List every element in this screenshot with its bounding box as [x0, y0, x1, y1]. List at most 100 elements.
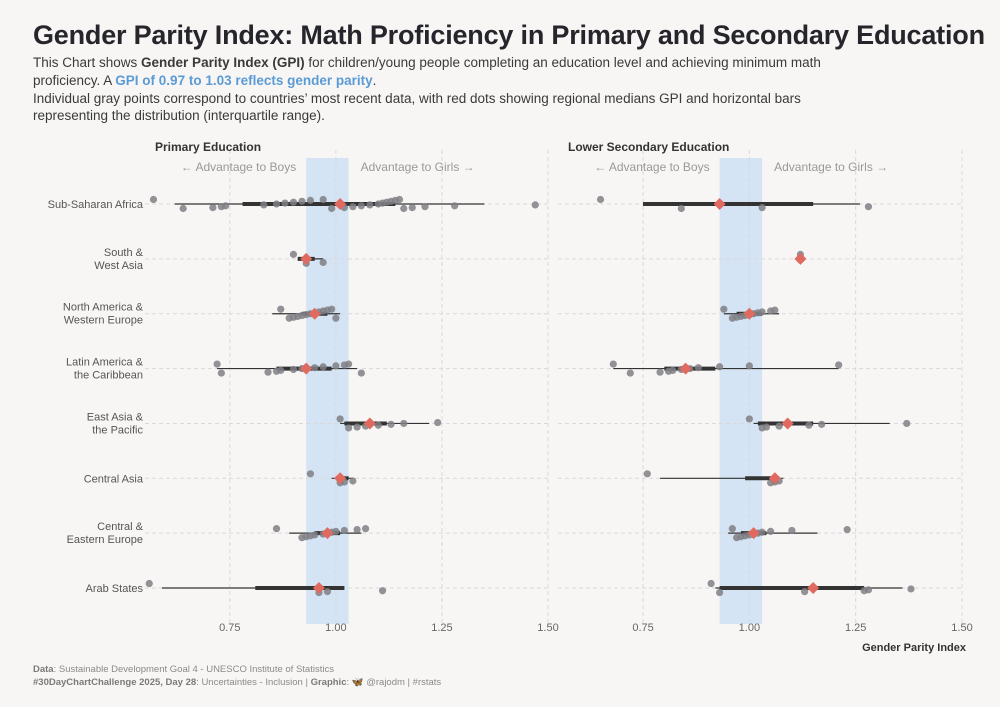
parity-band [306, 158, 349, 624]
median-marker-east-asia-and-the-pacific [363, 417, 376, 430]
country-point-sub-saharan-africa [149, 195, 158, 204]
panel-title: Lower Secondary Education [568, 140, 729, 154]
country-point-north-america-and-western-europe [720, 305, 728, 313]
region-label: Sub-Saharan Africa [48, 199, 144, 211]
country-point-arab-states [707, 579, 715, 588]
country-point-sub-saharan-africa [289, 198, 298, 206]
advantage-boys-label: ← Advantage to Boys [181, 160, 296, 174]
region-label: Central Asia [84, 473, 144, 485]
footer-tag: #30DayChartChallenge 2025, Day 28 [33, 677, 197, 688]
country-point-east-asia-and-the-pacific [434, 418, 442, 427]
country-point-central-and-eastern-europe [340, 526, 348, 535]
country-point-latin-america-and-the-caribbean [609, 360, 617, 368]
country-point-sub-saharan-africa [366, 201, 374, 209]
x-tick-label: 1.00 [325, 622, 346, 634]
country-point-latin-america-and-the-caribbean [264, 368, 272, 376]
median-marker-central-and-eastern-europe [747, 527, 760, 540]
country-point-sub-saharan-africa [349, 203, 357, 211]
country-point-latin-america-and-the-caribbean [656, 368, 664, 376]
country-point-central-and-eastern-europe [272, 525, 281, 533]
region-label: Latin America & [66, 357, 144, 369]
country-point-sub-saharan-africa [758, 204, 766, 212]
country-point-sub-saharan-africa [306, 196, 315, 204]
country-point-sub-saharan-africa [179, 204, 187, 213]
panel-title: Primary Education [155, 140, 261, 154]
subtitle-text: . [372, 73, 377, 88]
region-label: the Pacific [92, 424, 143, 436]
country-point-north-america-and-western-europe [771, 306, 779, 314]
subtitle-text: This Chart shows [33, 55, 142, 70]
country-point-east-asia-and-the-pacific [400, 419, 408, 428]
country-point-central-asia [643, 470, 651, 478]
x-tick-label: 0.75 [219, 622, 240, 634]
region-label: Central & [97, 521, 144, 533]
country-point-east-asia-and-the-pacific [345, 424, 353, 432]
country-point-sub-saharan-africa [298, 197, 306, 205]
x-tick-label: 1.50 [537, 622, 558, 634]
subtitle-text: for children/young people completing an … [304, 55, 821, 70]
x-tick-label: 1.50 [951, 622, 972, 634]
country-point-east-asia-and-the-pacific [762, 423, 770, 431]
country-point-latin-america-and-the-caribbean [716, 363, 724, 371]
country-point-sub-saharan-africa [272, 200, 281, 208]
country-point-east-asia-and-the-pacific [818, 420, 826, 428]
country-point-latin-america-and-the-caribbean [277, 366, 285, 374]
x-tick-label: 1.25 [845, 622, 866, 634]
page-title: Gender Parity Index: Math Proficiency in… [33, 20, 985, 50]
region-label: Arab States [86, 583, 144, 595]
country-point-east-asia-and-the-pacific [903, 419, 911, 428]
country-point-sub-saharan-africa [357, 202, 365, 210]
country-point-sub-saharan-africa [421, 203, 429, 211]
parity-band [719, 158, 763, 624]
footer-graphic-text: : 🦋 @rajodm | #rstats [346, 677, 442, 688]
country-point-east-asia-and-the-pacific [745, 415, 753, 423]
median-marker-arab-states [807, 582, 820, 595]
median-marker-east-asia-and-the-pacific [781, 417, 794, 430]
footer-data-text: : Sustainable Development Goal 4 - UNESC… [53, 664, 334, 675]
country-point-north-america-and-western-europe [328, 305, 336, 313]
region-label: Eastern Europe [67, 534, 143, 546]
subtitle-line-1: This Chart shows Gender Parity Index (GP… [33, 54, 821, 72]
country-point-latin-america-and-the-caribbean [311, 364, 319, 372]
median-marker-central-asia [334, 472, 347, 485]
country-point-arab-states [716, 588, 724, 597]
country-point-central-and-eastern-europe [758, 528, 766, 536]
country-point-central-and-eastern-europe [353, 525, 361, 534]
subtitle-line-3: Individual gray points correspond to cou… [33, 91, 801, 106]
region-label: South & [104, 247, 144, 259]
country-point-central-and-eastern-europe [361, 525, 370, 533]
country-point-arab-states [145, 579, 153, 588]
country-point-central-and-eastern-europe [728, 525, 736, 533]
country-point-arab-states [864, 586, 873, 594]
country-point-latin-america-and-the-caribbean [694, 364, 702, 372]
country-point-latin-america-and-the-caribbean [357, 369, 365, 377]
country-point-sub-saharan-africa [408, 204, 416, 212]
country-point-sub-saharan-africa [531, 201, 539, 209]
country-point-central-and-eastern-europe [767, 527, 775, 535]
country-point-south-and-west-asia [289, 250, 298, 258]
x-tick-label: 0.75 [632, 622, 653, 634]
country-point-sub-saharan-africa [596, 195, 605, 204]
footer-data-label: Data [33, 664, 54, 675]
subtitle-line-2: proficiency. A GPI of 0.97 to 1.03 refle… [33, 72, 376, 90]
country-point-sub-saharan-africa [395, 195, 404, 204]
country-point-latin-america-and-the-caribbean [669, 366, 677, 374]
parity-highlight: GPI of 0.97 to 1.03 reflects gender pari… [115, 73, 373, 88]
country-point-sub-saharan-africa [209, 204, 217, 212]
country-point-sub-saharan-africa [260, 201, 268, 209]
country-point-latin-america-and-the-caribbean [213, 360, 221, 368]
median-marker-central-and-eastern-europe [321, 527, 334, 540]
footer-tag-text: : Uncertainties - Inclusion | [196, 677, 311, 688]
country-point-central-asia [349, 477, 357, 485]
country-point-arab-states [323, 588, 332, 596]
region-label: North America & [63, 302, 144, 314]
country-point-sub-saharan-africa [864, 203, 873, 211]
country-point-central-asia [306, 470, 315, 478]
country-point-central-and-eastern-europe [311, 531, 319, 539]
advantage-girls-label: Advantage to Girls → [361, 160, 475, 174]
country-point-latin-america-and-the-caribbean [626, 369, 634, 377]
median-marker-north-america-and-western-europe [743, 307, 756, 320]
country-point-sub-saharan-africa [451, 202, 459, 210]
advantage-girls-label: Advantage to Girls → [774, 160, 888, 174]
